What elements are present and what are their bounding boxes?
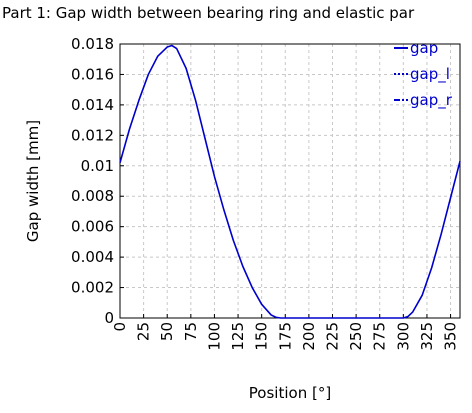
x-tick-label: 225: [324, 322, 342, 351]
x-tick-label: 100: [205, 322, 223, 351]
series-line-gap: [119, 44, 461, 319]
x-tick-label: 275: [371, 322, 389, 351]
x-axis-label: Position [°]: [249, 384, 331, 402]
grid: [119, 43, 460, 319]
chart-title: Part 1: Gap width between bearing ring a…: [2, 4, 415, 22]
x-tick-label: 25: [135, 322, 153, 341]
y-axis: 0 0.002 0.004 0.006 0.008 0.01 0.012 0.014 0.016…: [71, 35, 124, 327]
y-tick-label: 0.018: [71, 35, 114, 53]
x-tick-label: 50: [158, 322, 176, 341]
x-tick-label: 150: [253, 322, 271, 351]
y-axis-label: Gap width [mm]: [24, 120, 42, 242]
legend-label-gap_l: gap_l: [410, 65, 450, 84]
y-tick-label: 0: [104, 309, 114, 327]
y-tick-label: 0.004: [71, 248, 114, 266]
x-axis: 0 25 50 75 100 125 150 175 200 225 250 275 300 325 350: [111, 314, 460, 351]
y-tick-label: 0.014: [71, 96, 114, 114]
x-tick-label: 75: [182, 322, 200, 341]
legend: gap gap_l gap_r: [394, 39, 453, 110]
y-tick-label: 0.006: [71, 218, 114, 236]
series: [119, 44, 461, 319]
legend-label-gap: gap: [410, 39, 438, 57]
x-tick-label: 0: [111, 322, 129, 332]
legend-label-gap_r: gap_r: [410, 91, 453, 110]
y-tick-label: 0.016: [71, 65, 114, 83]
x-tick-label: 250: [347, 322, 365, 351]
x-tick-label: 125: [229, 322, 247, 351]
x-tick-label: 175: [276, 322, 294, 351]
x-tick-label: 300: [394, 322, 412, 351]
x-tick-label: 200: [300, 322, 318, 351]
y-tick-label: 0.01: [81, 157, 114, 175]
y-tick-label: 0.008: [71, 187, 114, 205]
plot-area: [119, 43, 461, 319]
y-tick-label: 0.012: [71, 126, 114, 144]
x-tick-label: 325: [418, 322, 436, 351]
y-tick-label: 0.002: [71, 279, 114, 297]
x-tick-label: 350: [442, 322, 460, 351]
